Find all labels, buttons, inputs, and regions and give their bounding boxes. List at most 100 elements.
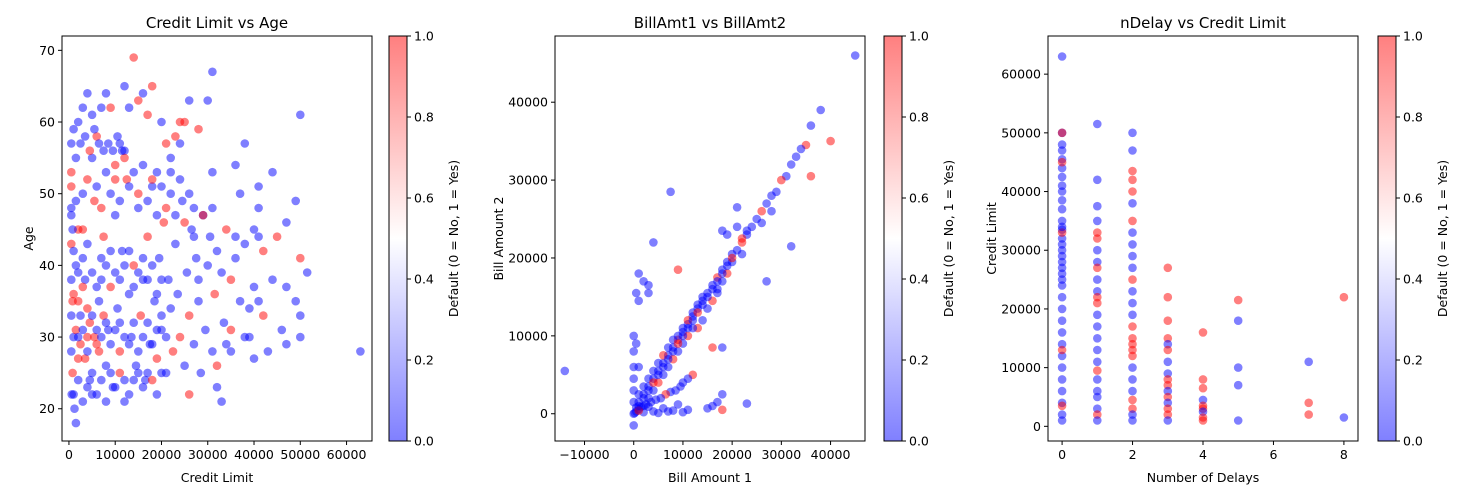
- data-point: [92, 390, 101, 399]
- data-point: [168, 347, 178, 356]
- data-point: [124, 289, 134, 299]
- data-point: [767, 191, 776, 200]
- data-point: [226, 275, 236, 285]
- colorbar-tick-label: 1.0: [414, 29, 434, 44]
- data-point: [196, 368, 206, 378]
- data-point: [106, 246, 115, 256]
- colorbar-gradient: [884, 36, 902, 441]
- data-point: [649, 238, 658, 247]
- data-point: [92, 132, 101, 141]
- x-axis-label: Bill Amount 1: [668, 470, 752, 485]
- data-point: [73, 354, 83, 363]
- data-point: [173, 289, 182, 299]
- data-point: [1093, 310, 1102, 320]
- data-point: [152, 289, 162, 299]
- data-point: [212, 361, 222, 371]
- data-point: [104, 325, 113, 335]
- data-point: [97, 203, 106, 213]
- data-point: [180, 361, 189, 371]
- data-point: [92, 182, 101, 191]
- data-point: [1198, 375, 1208, 384]
- data-point: [1057, 196, 1067, 205]
- data-point: [67, 167, 76, 177]
- data-point: [1057, 304, 1067, 314]
- data-point: [71, 261, 81, 270]
- x-tick-label: 0: [65, 447, 73, 462]
- data-point: [101, 318, 111, 328]
- data-point: [97, 375, 106, 385]
- data-point: [752, 214, 761, 224]
- data-point: [1093, 245, 1102, 255]
- data-point: [67, 347, 76, 356]
- data-point: [94, 139, 104, 148]
- data-point: [1057, 204, 1067, 214]
- data-point: [1057, 328, 1067, 337]
- x-tick-label: 10000: [95, 447, 135, 462]
- x-tick-label: 20000: [712, 447, 752, 462]
- data-point: [1093, 416, 1102, 425]
- chart-title: Credit Limit vs Age: [146, 14, 288, 32]
- data-point: [152, 210, 162, 220]
- data-point: [249, 354, 259, 363]
- data-point: [1057, 146, 1067, 155]
- data-point: [282, 218, 291, 227]
- data-point: [175, 139, 185, 148]
- data-point: [1057, 163, 1067, 173]
- data-point: [1128, 128, 1137, 138]
- data-point: [104, 139, 113, 148]
- data-point: [99, 311, 108, 320]
- data-point: [194, 275, 203, 285]
- y-axis-label: Age: [21, 226, 36, 250]
- y-axis-label: Credit Limit: [984, 202, 999, 275]
- data-point: [1057, 316, 1067, 326]
- data-point: [208, 167, 217, 177]
- data-point: [67, 182, 76, 191]
- data-point: [282, 282, 291, 292]
- data-point: [115, 139, 125, 148]
- data-point: [1304, 410, 1313, 419]
- data-point: [644, 280, 653, 290]
- y-axis-label: Bill Amount 2: [491, 196, 506, 280]
- data-point: [108, 146, 118, 155]
- data-point: [683, 323, 693, 333]
- data-point: [1057, 363, 1067, 372]
- data-point: [1093, 263, 1102, 273]
- scatter-points: [1057, 52, 1349, 425]
- axes-frame: [61, 35, 373, 442]
- data-point: [1128, 334, 1137, 343]
- data-point: [673, 339, 683, 348]
- data-point: [1093, 175, 1102, 185]
- data-point: [67, 210, 76, 220]
- data-point: [1128, 363, 1137, 372]
- data-point: [115, 318, 125, 328]
- data-point: [134, 203, 143, 213]
- data-point: [254, 296, 263, 306]
- data-point: [97, 253, 106, 263]
- data-point: [254, 232, 263, 241]
- data-point: [1057, 375, 1067, 384]
- data-point: [69, 390, 78, 399]
- colorbar-tick-label: 1.0: [909, 29, 929, 44]
- panel-1: 0 10000 20000 30000 40000 50000 60000 20 30 40 50 6…: [21, 14, 461, 485]
- data-point: [668, 347, 678, 356]
- data-point: [634, 401, 643, 411]
- data-point: [254, 203, 263, 213]
- chart-title: BillAmt1 vs BillAmt2: [634, 14, 786, 32]
- data-point: [1128, 263, 1137, 273]
- data-point: [222, 339, 231, 349]
- data-point: [1057, 222, 1067, 232]
- data-point: [138, 160, 148, 170]
- data-point: [663, 354, 673, 364]
- x-tick-label: −10000: [559, 447, 609, 462]
- data-point: [1128, 216, 1137, 226]
- colorbar-tick-label: 0.6: [1403, 191, 1423, 206]
- data-point: [1057, 240, 1067, 249]
- colorbar-gradient: [1378, 36, 1396, 441]
- data-point: [1163, 416, 1173, 425]
- colorbar-label: Default (0 = No, 1 = Yes): [941, 160, 956, 317]
- data-point: [644, 386, 653, 395]
- data-point: [69, 124, 78, 134]
- data-point: [83, 239, 92, 249]
- data-point: [1093, 119, 1102, 129]
- data-point: [219, 318, 229, 328]
